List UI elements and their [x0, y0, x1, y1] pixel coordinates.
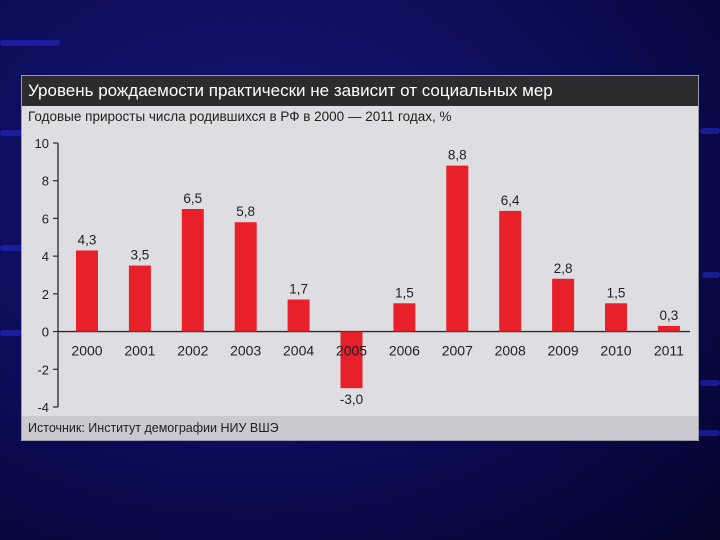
data-label: 4,3 [78, 232, 97, 247]
y-tick-label: -2 [37, 362, 49, 377]
x-tick-label: 2009 [548, 343, 579, 359]
data-label: 5,8 [236, 204, 255, 219]
data-label: 1,5 [395, 285, 414, 300]
bar [234, 222, 257, 332]
data-label: 2,8 [554, 261, 573, 276]
x-tick-label: 2000 [71, 343, 102, 359]
data-label: 1,5 [607, 285, 626, 300]
bar [393, 303, 416, 332]
bar-chart: 10 8 6 4 2 0 -2 -4 4,3 2000 3,5 2001 6,5 2002 5,8 2003 1… [35, 136, 690, 414]
y-tick-label: 0 [42, 325, 49, 340]
x-tick-label: 2011 [654, 343, 684, 359]
bar [181, 209, 204, 332]
decor-streak [0, 130, 30, 136]
bar [499, 210, 522, 332]
x-tick-label: 2001 [124, 343, 155, 359]
decor-streak [700, 128, 720, 134]
y-tick-label: 8 [42, 174, 49, 189]
bar [657, 325, 680, 332]
x-tick-label: 2002 [177, 343, 208, 359]
bar [340, 331, 363, 389]
x-tick-label: 2004 [283, 343, 314, 359]
decor-streak [0, 40, 60, 46]
data-label: -3,0 [340, 392, 363, 407]
y-tick-label: 2 [42, 287, 49, 302]
x-tick-label: 2005 [336, 343, 367, 359]
chart-source: Источник: Институт демографии НИУ ВШЭ [22, 416, 698, 440]
y-tick-label: 10 [35, 136, 49, 151]
data-label: 3,5 [131, 248, 150, 263]
data-label: 1,7 [289, 282, 308, 297]
bar [446, 165, 469, 332]
y-tick-label: 6 [42, 211, 49, 226]
data-label: 0,3 [660, 308, 679, 323]
decor-streak [700, 380, 720, 386]
chart-panel: Уровень рождаемости практически не завис… [22, 76, 698, 440]
bar [552, 278, 575, 332]
y-tick-label: -4 [37, 400, 49, 414]
chart-title: Уровень рождаемости практически не завис… [22, 76, 698, 106]
chart-subtitle: Годовые приросты числа родившихся в РФ в… [28, 109, 452, 124]
decor-streak [0, 330, 22, 336]
x-tick-label: 2006 [389, 343, 420, 359]
x-tick-label: 2008 [495, 343, 526, 359]
decor-streak [0, 245, 24, 251]
bar [605, 303, 627, 332]
decor-streak [702, 272, 720, 278]
y-tick-label: 4 [42, 249, 49, 264]
data-label: 8,8 [448, 148, 467, 163]
data-label: 6,5 [183, 191, 202, 206]
x-tick-label: 2003 [230, 343, 261, 359]
bar [128, 265, 151, 332]
decor-streak [698, 430, 720, 436]
x-tick-label: 2010 [600, 343, 631, 359]
x-tick-label: 2007 [442, 343, 473, 359]
data-label: 6,4 [501, 193, 520, 208]
bar [287, 299, 310, 332]
bar [76, 250, 98, 332]
